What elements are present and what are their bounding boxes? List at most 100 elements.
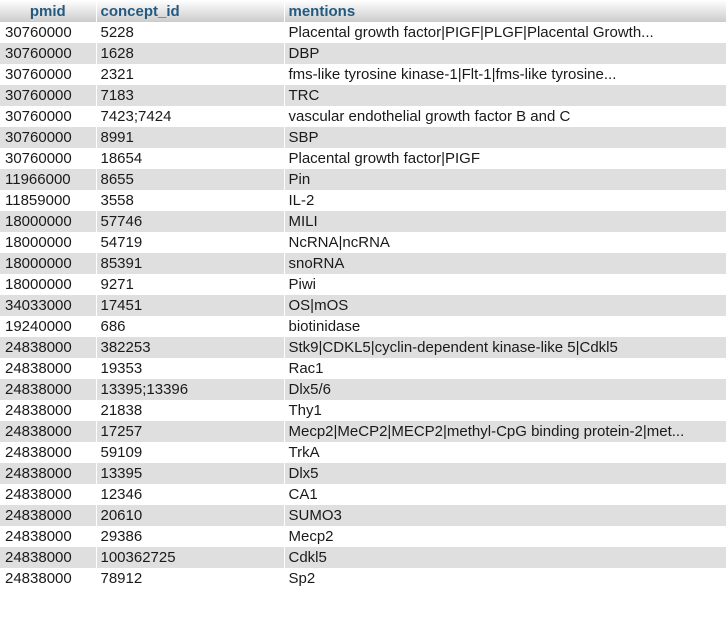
cell-concept-id: 100362725 bbox=[96, 547, 285, 568]
table-row[interactable]: 18000000 57746 MILI bbox=[0, 211, 726, 232]
table-row[interactable]: 24838000 20610 SUMO3 bbox=[0, 505, 726, 526]
cell-concept-id: 7183 bbox=[96, 85, 285, 106]
cell-pmid: 11966000 bbox=[0, 169, 97, 190]
cell-mentions: OS|mOS bbox=[284, 295, 726, 316]
table-row[interactable]: 34033000 17451 OS|mOS bbox=[0, 295, 726, 316]
cell-mentions: Mecp2 bbox=[284, 526, 726, 547]
cell-concept-id: 13395 bbox=[96, 463, 285, 484]
table-row[interactable]: 30760000 8991 SBP bbox=[0, 127, 726, 148]
cell-concept-id: 7423;7424 bbox=[96, 106, 285, 127]
cell-mentions: Mecp2|MeCP2|MECP2|methyl-CpG binding pro… bbox=[284, 421, 726, 442]
cell-mentions: biotinidase bbox=[284, 316, 726, 337]
cell-mentions: Placental growth factor|PIGF|PLGF|Placen… bbox=[284, 22, 726, 43]
cell-mentions: DBP bbox=[284, 43, 726, 64]
cell-pmid: 24838000 bbox=[0, 358, 97, 379]
cell-concept-id: 1628 bbox=[96, 43, 285, 64]
cell-mentions: TRC bbox=[284, 85, 726, 106]
cell-concept-id: 17257 bbox=[96, 421, 285, 442]
cell-concept-id: 19353 bbox=[96, 358, 285, 379]
column-header-concept-id[interactable]: concept_id bbox=[96, 0, 285, 22]
table-row[interactable]: 24838000 382253 Stk9|CDKL5|cyclin-dependen… bbox=[0, 337, 726, 358]
cell-concept-id: 13395;13396 bbox=[96, 379, 285, 400]
table-row[interactable]: 24838000 17257 Mecp2|MeCP2|MECP2|methyl-Cp… bbox=[0, 421, 726, 442]
cell-mentions: NcRNA|ncRNA bbox=[284, 232, 726, 253]
table-row[interactable]: 24838000 12346 CA1 bbox=[0, 484, 726, 505]
cell-concept-id: 5228 bbox=[96, 22, 285, 43]
cell-concept-id: 21838 bbox=[96, 400, 285, 421]
cell-concept-id: 20610 bbox=[96, 505, 285, 526]
cell-pmid: 24838000 bbox=[0, 547, 97, 568]
table-row[interactable]: 18000000 9271 Piwi bbox=[0, 274, 726, 295]
cell-mentions: Rac1 bbox=[284, 358, 726, 379]
cell-pmid: 24838000 bbox=[0, 484, 97, 505]
cell-concept-id: 686 bbox=[96, 316, 285, 337]
cell-mentions: Placental growth factor|PIGF bbox=[284, 148, 726, 169]
table-row[interactable]: 24838000 19353 Rac1 bbox=[0, 358, 726, 379]
cell-pmid: 24838000 bbox=[0, 568, 97, 589]
cell-pmid: 24838000 bbox=[0, 526, 97, 547]
table-row[interactable]: 30760000 1628 DBP bbox=[0, 43, 726, 64]
cell-mentions: Sp2 bbox=[284, 568, 726, 589]
table-row[interactable]: 11966000 8655 Pin bbox=[0, 169, 726, 190]
cell-pmid: 18000000 bbox=[0, 274, 97, 295]
cell-pmid: 24838000 bbox=[0, 442, 97, 463]
cell-concept-id: 17451 bbox=[96, 295, 285, 316]
table-row[interactable]: 18000000 54719 NcRNA|ncRNA bbox=[0, 232, 726, 253]
table-row[interactable]: 18000000 85391 snoRNA bbox=[0, 253, 726, 274]
cell-mentions: SUMO3 bbox=[284, 505, 726, 526]
cell-pmid: 30760000 bbox=[0, 106, 97, 127]
cell-pmid: 24838000 bbox=[0, 505, 97, 526]
results-table: pmid concept_id mentions 30760000 5228 Pla… bbox=[0, 0, 726, 589]
cell-mentions: TrkA bbox=[284, 442, 726, 463]
table-row[interactable]: 24838000 78912 Sp2 bbox=[0, 568, 726, 589]
cell-mentions: Thy1 bbox=[284, 400, 726, 421]
cell-mentions: SBP bbox=[284, 127, 726, 148]
cell-pmid: 30760000 bbox=[0, 43, 97, 64]
table-row[interactable]: 24838000 59109 TrkA bbox=[0, 442, 726, 463]
table-row[interactable]: 30760000 5228 Placental growth factor|PIGF… bbox=[0, 22, 726, 43]
cell-mentions: Cdkl5 bbox=[284, 547, 726, 568]
table-row[interactable]: 30760000 2321 fms-like tyrosine kinase-1|F… bbox=[0, 64, 726, 85]
cell-mentions: Dlx5 bbox=[284, 463, 726, 484]
cell-concept-id: 78912 bbox=[96, 568, 285, 589]
table-row[interactable]: 11859000 3558 IL-2 bbox=[0, 190, 726, 211]
cell-pmid: 30760000 bbox=[0, 64, 97, 85]
cell-pmid: 30760000 bbox=[0, 85, 97, 106]
cell-concept-id: 18654 bbox=[96, 148, 285, 169]
cell-pmid: 34033000 bbox=[0, 295, 97, 316]
cell-concept-id: 9271 bbox=[96, 274, 285, 295]
cell-concept-id: 8655 bbox=[96, 169, 285, 190]
cell-pmid: 24838000 bbox=[0, 400, 97, 421]
cell-mentions: vascular endothelial growth factor B and… bbox=[284, 106, 726, 127]
cell-pmid: 18000000 bbox=[0, 253, 97, 274]
table-row[interactable]: 24838000 21838 Thy1 bbox=[0, 400, 726, 421]
cell-concept-id: 2321 bbox=[96, 64, 285, 85]
cell-pmid: 30760000 bbox=[0, 148, 97, 169]
cell-pmid: 24838000 bbox=[0, 337, 97, 358]
header-row: pmid concept_id mentions bbox=[0, 0, 726, 22]
cell-pmid: 24838000 bbox=[0, 463, 97, 484]
cell-pmid: 19240000 bbox=[0, 316, 97, 337]
table-row[interactable]: 30760000 7423;7424 vascular endothelial gr… bbox=[0, 106, 726, 127]
cell-concept-id: 12346 bbox=[96, 484, 285, 505]
table-row[interactable]: 30760000 18654 Placental growth factor|PIG… bbox=[0, 148, 726, 169]
cell-pmid: 24838000 bbox=[0, 379, 97, 400]
cell-mentions: Piwi bbox=[284, 274, 726, 295]
table-row[interactable]: 24838000 100362725 Cdkl5 bbox=[0, 547, 726, 568]
table-row[interactable]: 24838000 13395;13396 Dlx5/6 bbox=[0, 379, 726, 400]
column-header-mentions[interactable]: mentions bbox=[284, 0, 726, 22]
table-row[interactable]: 19240000 686 biotinidase bbox=[0, 316, 726, 337]
cell-mentions: MILI bbox=[284, 211, 726, 232]
cell-mentions: snoRNA bbox=[284, 253, 726, 274]
column-header-pmid[interactable]: pmid bbox=[0, 0, 97, 22]
table-row[interactable]: 24838000 29386 Mecp2 bbox=[0, 526, 726, 547]
table-body: 30760000 5228 Placental growth factor|PIGF… bbox=[0, 22, 726, 589]
table-row[interactable]: 24838000 13395 Dlx5 bbox=[0, 463, 726, 484]
cell-pmid: 30760000 bbox=[0, 127, 97, 148]
cell-pmid: 11859000 bbox=[0, 190, 97, 211]
cell-concept-id: 54719 bbox=[96, 232, 285, 253]
cell-concept-id: 85391 bbox=[96, 253, 285, 274]
cell-mentions: Pin bbox=[284, 169, 726, 190]
table-row[interactable]: 30760000 7183 TRC bbox=[0, 85, 726, 106]
cell-concept-id: 382253 bbox=[96, 337, 285, 358]
